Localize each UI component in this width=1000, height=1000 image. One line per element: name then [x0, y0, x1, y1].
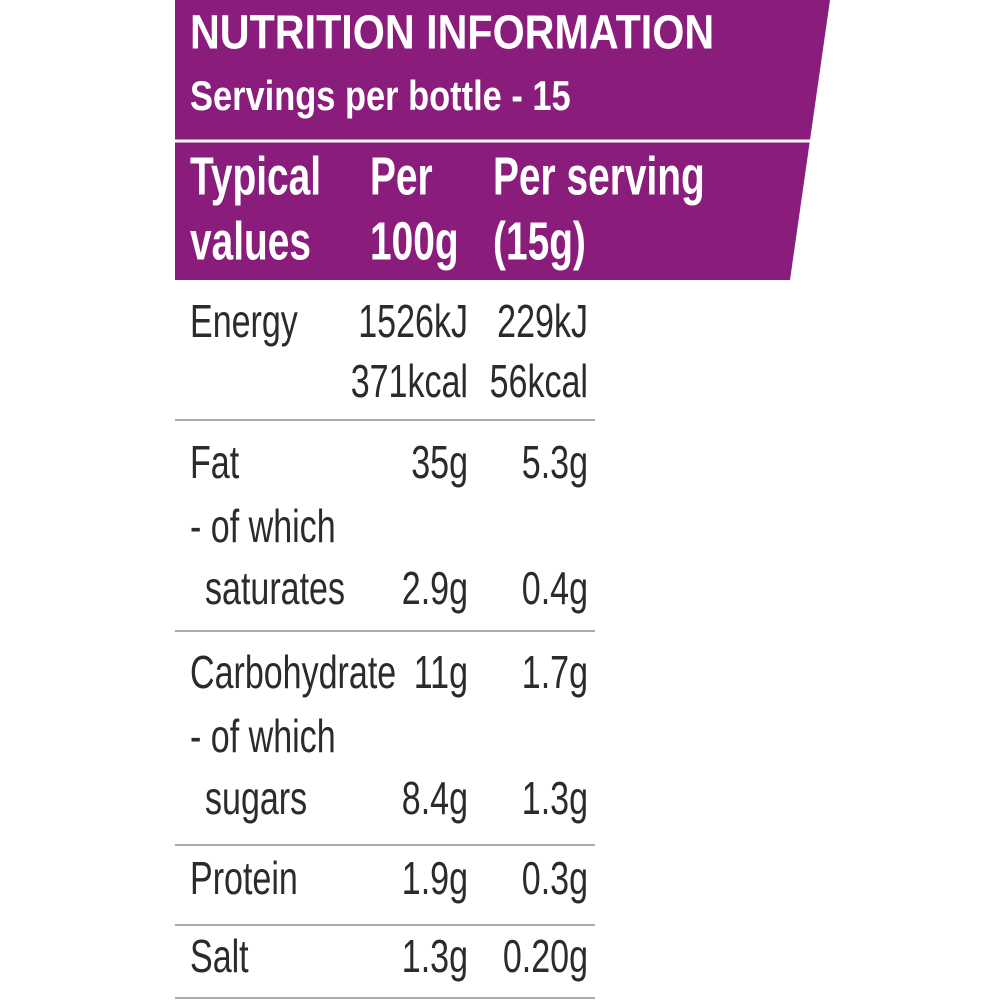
title: NUTRITION INFORMATION	[190, 6, 714, 60]
nutrient-label: - of which	[190, 710, 336, 762]
per-100g-value: 35g	[411, 436, 468, 488]
per-100g-value: 2.9g	[402, 562, 468, 614]
nutrient-label: sugars	[205, 772, 307, 824]
per-100g-value: 8.4g	[402, 772, 468, 824]
per-serving-value: 0.20g	[503, 930, 588, 982]
per-100g-value: 1526kJ	[358, 295, 468, 347]
column-header: (15g)	[493, 210, 586, 271]
per-100g-value: 1.3g	[402, 930, 468, 982]
nutrient-label: Carbohydrate	[190, 646, 396, 698]
column-header: 100g	[370, 210, 459, 271]
per-serving-value: 56kcal	[490, 355, 588, 407]
per-100g-value: 11g	[414, 646, 468, 698]
per-100g-value: 1.9g	[402, 852, 468, 904]
column-header: Per	[370, 145, 433, 206]
per-serving-value: 5.3g	[522, 436, 588, 488]
per-serving-value: 0.4g	[522, 562, 588, 614]
column-header: values	[190, 210, 311, 271]
per-100g-value: 371kcal	[351, 355, 468, 407]
nutrient-label: Salt	[190, 930, 249, 982]
nutrient-label: saturates	[205, 562, 345, 614]
per-serving-value: 1.7g	[522, 646, 588, 698]
column-header: Per serving	[493, 145, 705, 206]
nutrient-label: Fat	[190, 436, 239, 488]
nutrient-label: - of which	[190, 500, 336, 552]
nutrient-label: Energy	[190, 295, 298, 347]
nutrient-label: Protein	[190, 852, 298, 904]
per-serving-value: 229kJ	[497, 295, 588, 347]
per-serving-value: 1.3g	[522, 772, 588, 824]
per-serving-value: 0.3g	[522, 852, 588, 904]
column-header: Typical	[190, 145, 321, 206]
subtitle: Servings per bottle - 15	[190, 73, 571, 120]
